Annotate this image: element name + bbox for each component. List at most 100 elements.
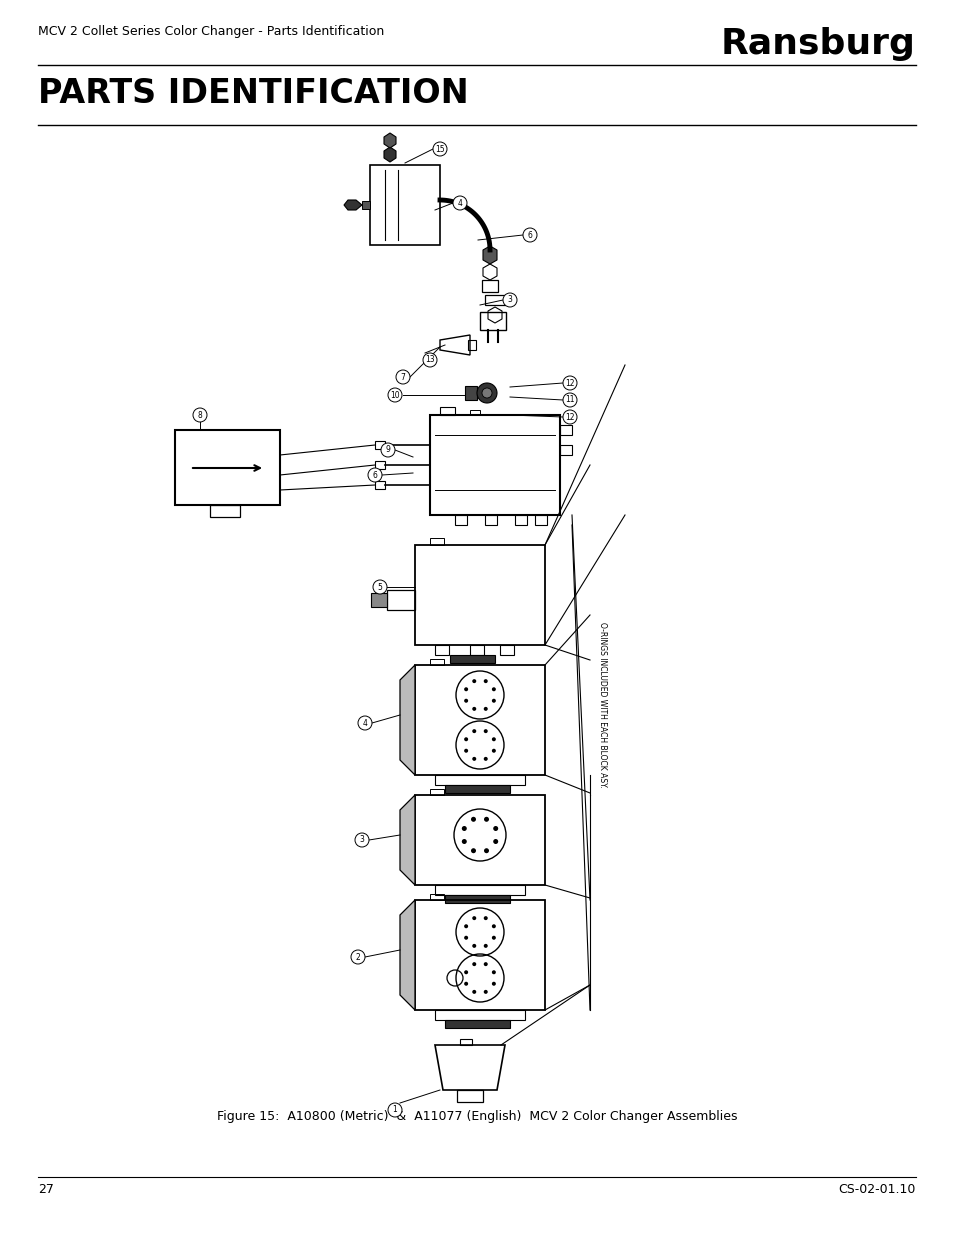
Bar (470, 410, 479, 415)
Polygon shape (384, 133, 395, 148)
Bar (430, 415, 559, 515)
Circle shape (492, 971, 496, 974)
Polygon shape (399, 900, 415, 1010)
Circle shape (464, 924, 468, 929)
Circle shape (357, 716, 372, 730)
Circle shape (472, 944, 476, 947)
Polygon shape (344, 200, 361, 210)
Circle shape (502, 293, 517, 308)
Bar (430, 659, 443, 664)
Circle shape (483, 757, 487, 761)
Text: 7: 7 (400, 373, 405, 382)
Circle shape (472, 706, 476, 711)
Circle shape (492, 924, 496, 929)
Circle shape (464, 748, 468, 753)
Bar (535, 515, 546, 525)
Circle shape (471, 816, 476, 821)
Circle shape (395, 370, 410, 384)
Bar (435, 776, 524, 785)
Bar (435, 645, 449, 655)
Circle shape (483, 816, 489, 821)
Circle shape (433, 142, 447, 156)
Circle shape (562, 410, 577, 424)
Bar (515, 515, 526, 525)
Circle shape (464, 936, 468, 940)
Circle shape (464, 737, 468, 741)
Bar (559, 445, 572, 454)
Bar (375, 480, 385, 489)
Bar (459, 1039, 472, 1045)
Circle shape (492, 936, 496, 940)
Circle shape (471, 848, 476, 853)
Text: 13: 13 (425, 356, 435, 364)
Circle shape (493, 839, 497, 844)
Bar (499, 645, 514, 655)
Circle shape (492, 687, 496, 692)
Circle shape (492, 982, 496, 986)
Text: Figure 15:  A10800 (Metric)  &  A11077 (English)  MCV 2 Color Changer Assemblies: Figure 15: A10800 (Metric) & A11077 (Eng… (216, 1110, 737, 1123)
Circle shape (483, 990, 487, 994)
Polygon shape (384, 147, 395, 162)
Polygon shape (482, 246, 497, 264)
Circle shape (472, 757, 476, 761)
Bar (415, 545, 544, 645)
Circle shape (483, 944, 487, 947)
Text: 12: 12 (565, 412, 574, 421)
Polygon shape (399, 664, 415, 776)
Bar (468, 340, 476, 350)
Circle shape (483, 729, 487, 734)
Circle shape (562, 393, 577, 408)
Circle shape (464, 971, 468, 974)
Circle shape (481, 388, 492, 398)
Polygon shape (399, 795, 415, 885)
Bar (210, 505, 240, 517)
Bar (444, 895, 510, 903)
Circle shape (472, 729, 476, 734)
Circle shape (483, 916, 487, 920)
Circle shape (483, 679, 487, 683)
Circle shape (492, 699, 496, 703)
Bar (456, 1091, 482, 1102)
Circle shape (464, 982, 468, 986)
Circle shape (368, 468, 381, 482)
Bar (430, 789, 443, 795)
Text: 6: 6 (373, 471, 377, 479)
Circle shape (472, 916, 476, 920)
Bar (439, 408, 455, 415)
Circle shape (472, 679, 476, 683)
Circle shape (493, 826, 497, 831)
Bar (387, 590, 415, 610)
Bar (435, 1010, 524, 1020)
Bar (174, 430, 280, 505)
Bar (484, 295, 504, 305)
Circle shape (453, 196, 467, 210)
Circle shape (388, 1103, 401, 1116)
Text: PARTS IDENTIFICATION: PARTS IDENTIFICATION (38, 77, 468, 110)
Bar (361, 201, 370, 209)
Text: 10: 10 (390, 390, 399, 399)
Circle shape (351, 950, 365, 965)
Text: O-RINGS INCLUDED WITH EACH BLOCK ASY.: O-RINGS INCLUDED WITH EACH BLOCK ASY. (598, 622, 606, 788)
Circle shape (492, 748, 496, 753)
Text: CS-02-01.10: CS-02-01.10 (838, 1183, 915, 1195)
Circle shape (522, 228, 537, 242)
Bar (371, 593, 387, 606)
Text: 6: 6 (527, 231, 532, 240)
Bar (375, 441, 385, 450)
Circle shape (355, 832, 369, 847)
Text: MCV 2 Collet Series Color Changer - Parts Identification: MCV 2 Collet Series Color Changer - Part… (38, 25, 384, 38)
Text: 3: 3 (507, 295, 512, 305)
Circle shape (461, 839, 466, 844)
Circle shape (464, 699, 468, 703)
Circle shape (461, 826, 466, 831)
Text: 4: 4 (457, 199, 462, 207)
Bar (559, 425, 572, 435)
Circle shape (380, 443, 395, 457)
Circle shape (562, 375, 577, 390)
Bar (375, 461, 385, 469)
Bar (435, 885, 524, 895)
Text: 12: 12 (565, 378, 574, 388)
Text: 27: 27 (38, 1183, 53, 1195)
Circle shape (373, 580, 387, 594)
Text: 9: 9 (385, 446, 390, 454)
